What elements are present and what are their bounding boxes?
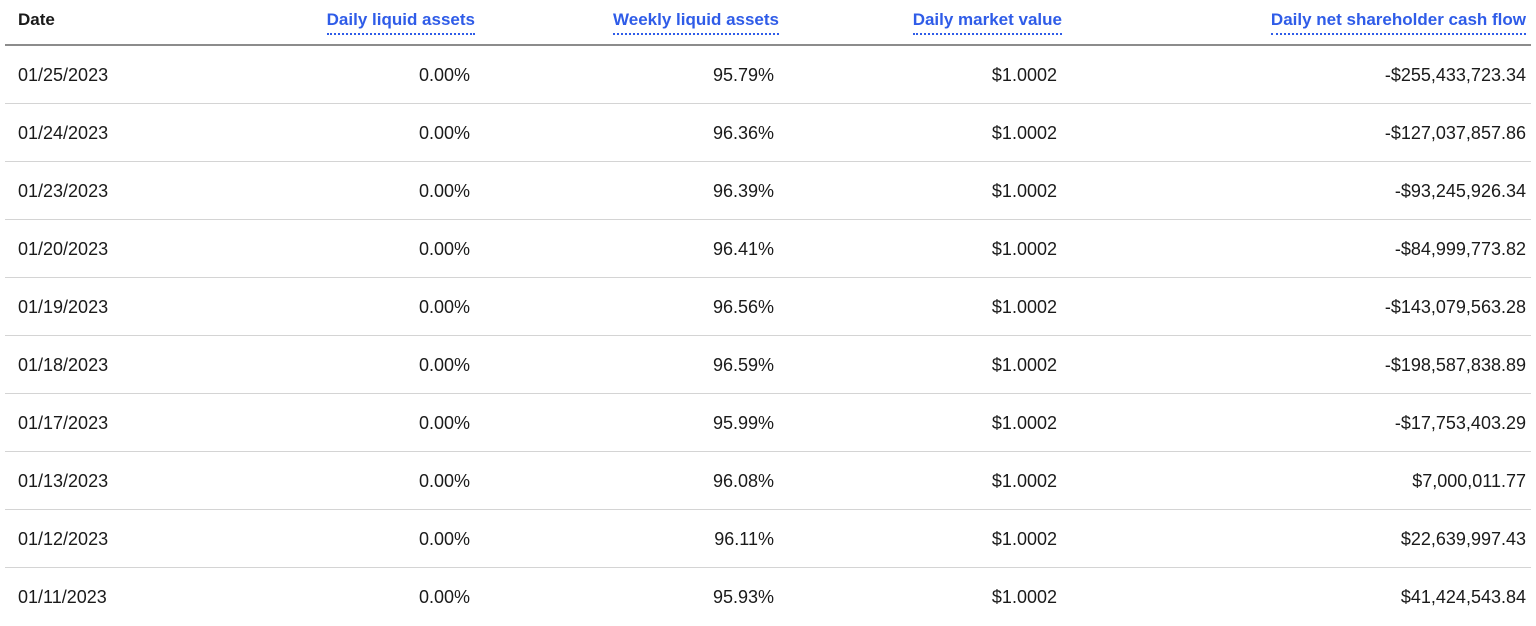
cell-weekly-liquid-assets: 95.99%	[712, 413, 774, 433]
table-row: 01/13/2023 0.00% 96.08% $1.0002 $7,000,011.7…	[5, 452, 1531, 510]
cell-weekly-liquid-assets: 96.11%	[714, 529, 774, 549]
cell-weekly-liquid-assets: 96.36%	[712, 123, 774, 143]
cell-weekly-liquid-assets: 95.79%	[712, 65, 774, 85]
table-row: 01/23/2023 0.00% 96.39% $1.0002 -$93,245,926…	[5, 162, 1531, 220]
cell-date: 01/25/2023	[18, 65, 109, 85]
cell-daily-net-cash-flow: $22,639,997.43	[1400, 529, 1526, 549]
cell-weekly-liquid-assets: 96.56%	[712, 297, 774, 317]
cell-daily-liquid-assets: 0.00%	[418, 123, 470, 143]
cell-daily-net-cash-flow: -$198,587,838.89	[1384, 355, 1526, 375]
cell-daily-liquid-assets: 0.00%	[418, 297, 470, 317]
cell-date: 01/23/2023	[18, 181, 109, 201]
header-daily-net-cash-flow-link[interactable]: Daily net shareholder cash flow	[1270, 9, 1526, 35]
table-body: 01/25/2023 0.00% 95.79% $1.0002 -$255,433,72…	[5, 46, 1531, 625]
cell-daily-liquid-assets: 0.00%	[418, 65, 470, 85]
cell-daily-net-cash-flow: -$255,433,723.34	[1384, 65, 1526, 85]
cell-daily-liquid-assets: 0.00%	[418, 239, 470, 259]
cell-daily-net-cash-flow: -$17,753,403.29	[1394, 413, 1526, 433]
cell-daily-net-cash-flow: -$143,079,563.28	[1384, 297, 1526, 317]
cell-date: 01/18/2023	[18, 355, 109, 375]
cell-daily-market-value: $1.0002	[991, 471, 1057, 491]
table-row: 01/19/2023 0.00% 96.56% $1.0002 -$143,079,56…	[5, 278, 1531, 336]
cell-daily-market-value: $1.0002	[991, 65, 1057, 85]
cell-date: 01/24/2023	[18, 123, 109, 143]
cell-daily-net-cash-flow: -$84,999,773.82	[1394, 239, 1526, 259]
header-date: Date	[18, 10, 55, 29]
cell-daily-liquid-assets: 0.00%	[418, 355, 470, 375]
table-row: 01/20/2023 0.00% 96.41% $1.0002 -$84,999,773…	[5, 220, 1531, 278]
header-weekly-liquid-assets-link[interactable]: Weekly liquid assets	[613, 9, 779, 35]
cell-daily-liquid-assets: 0.00%	[418, 413, 470, 433]
cell-daily-market-value: $1.0002	[991, 297, 1057, 317]
cell-daily-liquid-assets: 0.00%	[418, 181, 470, 201]
cell-date: 01/20/2023	[18, 239, 109, 259]
table-row: 01/12/2023 0.00% 96.11% $1.0002 $22,639,997.…	[5, 510, 1531, 568]
cell-daily-net-cash-flow: $7,000,011.77	[1412, 471, 1526, 491]
cell-date: 01/11/2023	[18, 587, 107, 607]
table-header-row: Date Daily liquid assets Weekly liquid a…	[5, 0, 1531, 46]
cell-daily-net-cash-flow: $41,424,543.84	[1400, 587, 1526, 607]
liquidity-table: Date Daily liquid assets Weekly liquid a…	[5, 0, 1531, 625]
cell-weekly-liquid-assets: 96.39%	[712, 181, 774, 201]
cell-daily-liquid-assets: 0.00%	[418, 587, 470, 607]
cell-date: 01/12/2023	[18, 529, 109, 549]
cell-date: 01/19/2023	[18, 297, 109, 317]
table-row: 01/11/2023 0.00% 95.93% $1.0002 $41,424,543.…	[5, 568, 1531, 625]
cell-weekly-liquid-assets: 96.59%	[712, 355, 774, 375]
cell-daily-market-value: $1.0002	[991, 239, 1057, 259]
table-row: 01/17/2023 0.00% 95.99% $1.0002 -$17,753,403…	[5, 394, 1531, 452]
cell-weekly-liquid-assets: 95.93%	[712, 587, 774, 607]
cell-weekly-liquid-assets: 96.08%	[712, 471, 774, 491]
cell-daily-market-value: $1.0002	[991, 355, 1057, 375]
cell-daily-market-value: $1.0002	[991, 587, 1057, 607]
header-daily-liquid-assets-link[interactable]: Daily liquid assets	[326, 9, 475, 35]
cell-daily-market-value: $1.0002	[991, 123, 1057, 143]
header-daily-market-value-link[interactable]: Daily market value	[912, 9, 1062, 35]
table-row: 01/25/2023 0.00% 95.79% $1.0002 -$255,433,72…	[5, 46, 1531, 104]
cell-daily-market-value: $1.0002	[991, 413, 1057, 433]
cell-daily-net-cash-flow: -$93,245,926.34	[1394, 181, 1526, 201]
cell-daily-liquid-assets: 0.00%	[418, 529, 470, 549]
cell-date: 01/13/2023	[18, 471, 109, 491]
cell-daily-net-cash-flow: -$127,037,857.86	[1384, 123, 1526, 143]
cell-daily-liquid-assets: 0.00%	[418, 471, 470, 491]
cell-weekly-liquid-assets: 96.41%	[712, 239, 774, 259]
cell-daily-market-value: $1.0002	[991, 529, 1057, 549]
cell-date: 01/17/2023	[18, 413, 109, 433]
cell-daily-market-value: $1.0002	[991, 181, 1057, 201]
table-row: 01/18/2023 0.00% 96.59% $1.0002 -$198,587,83…	[5, 336, 1531, 394]
table-row: 01/24/2023 0.00% 96.36% $1.0002 -$127,037,85…	[5, 104, 1531, 162]
